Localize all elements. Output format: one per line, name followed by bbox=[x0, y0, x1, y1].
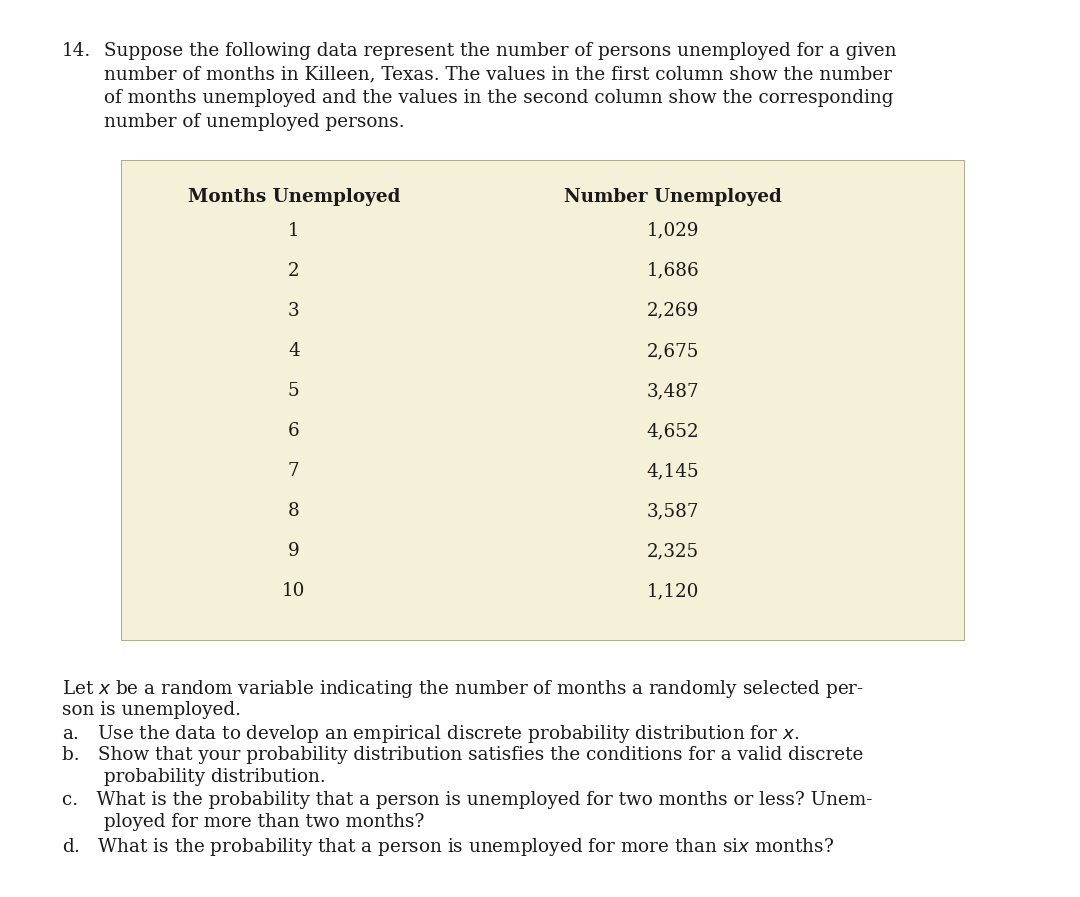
Text: 4,652: 4,652 bbox=[647, 422, 699, 440]
Text: 14.: 14. bbox=[62, 42, 91, 60]
Text: 4,145: 4,145 bbox=[647, 462, 699, 480]
Text: 10: 10 bbox=[282, 582, 306, 600]
Text: Suppose the following data represent the number of persons unemployed for a give: Suppose the following data represent the… bbox=[104, 42, 896, 60]
Text: Number Unemployed: Number Unemployed bbox=[564, 187, 782, 205]
Text: 2: 2 bbox=[288, 262, 299, 280]
Text: c. What is the probability that a person is unemployed for two months or less? U: c. What is the probability that a person… bbox=[62, 791, 873, 809]
Text: number of months in Killeen, Texas. The values in the first column show the numb: number of months in Killeen, Texas. The … bbox=[104, 65, 892, 83]
Text: 1,120: 1,120 bbox=[647, 582, 699, 600]
Text: 9: 9 bbox=[288, 543, 299, 561]
Text: 6: 6 bbox=[288, 422, 299, 440]
Text: b. Show that your probability distribution satisfies the conditions for a valid : b. Show that your probability distributi… bbox=[62, 746, 863, 764]
Text: 8: 8 bbox=[288, 502, 299, 520]
Text: son is unemployed.: son is unemployed. bbox=[62, 701, 241, 719]
Text: 1: 1 bbox=[288, 222, 299, 239]
Text: 7: 7 bbox=[288, 462, 299, 480]
FancyBboxPatch shape bbox=[121, 160, 964, 640]
Text: 2,325: 2,325 bbox=[647, 543, 699, 561]
Text: 5: 5 bbox=[288, 382, 299, 400]
Text: 4: 4 bbox=[288, 342, 299, 360]
Text: 3,487: 3,487 bbox=[647, 382, 699, 400]
Text: a. Use the data to develop an empirical discrete probability distribution for $x: a. Use the data to develop an empirical … bbox=[62, 724, 799, 745]
Text: ployed for more than two months?: ployed for more than two months? bbox=[62, 814, 424, 832]
Text: 3,587: 3,587 bbox=[647, 502, 699, 520]
Text: 3: 3 bbox=[288, 301, 299, 320]
Text: Months Unemployed: Months Unemployed bbox=[188, 187, 400, 205]
Text: Let $x$ be a random variable indicating the number of months a randomly selected: Let $x$ be a random variable indicating … bbox=[62, 678, 864, 701]
Text: probability distribution.: probability distribution. bbox=[62, 769, 326, 787]
Text: 1,029: 1,029 bbox=[647, 222, 699, 239]
Text: d. What is the probability that a person is unemployed for more than si$x$ month: d. What is the probability that a person… bbox=[62, 836, 834, 858]
Text: number of unemployed persons.: number of unemployed persons. bbox=[104, 112, 405, 130]
Text: 2,675: 2,675 bbox=[647, 342, 699, 360]
Text: of months unemployed and the values in the second column show the corresponding: of months unemployed and the values in t… bbox=[104, 89, 893, 107]
Text: 2,269: 2,269 bbox=[647, 301, 699, 320]
Text: 1,686: 1,686 bbox=[647, 262, 699, 280]
